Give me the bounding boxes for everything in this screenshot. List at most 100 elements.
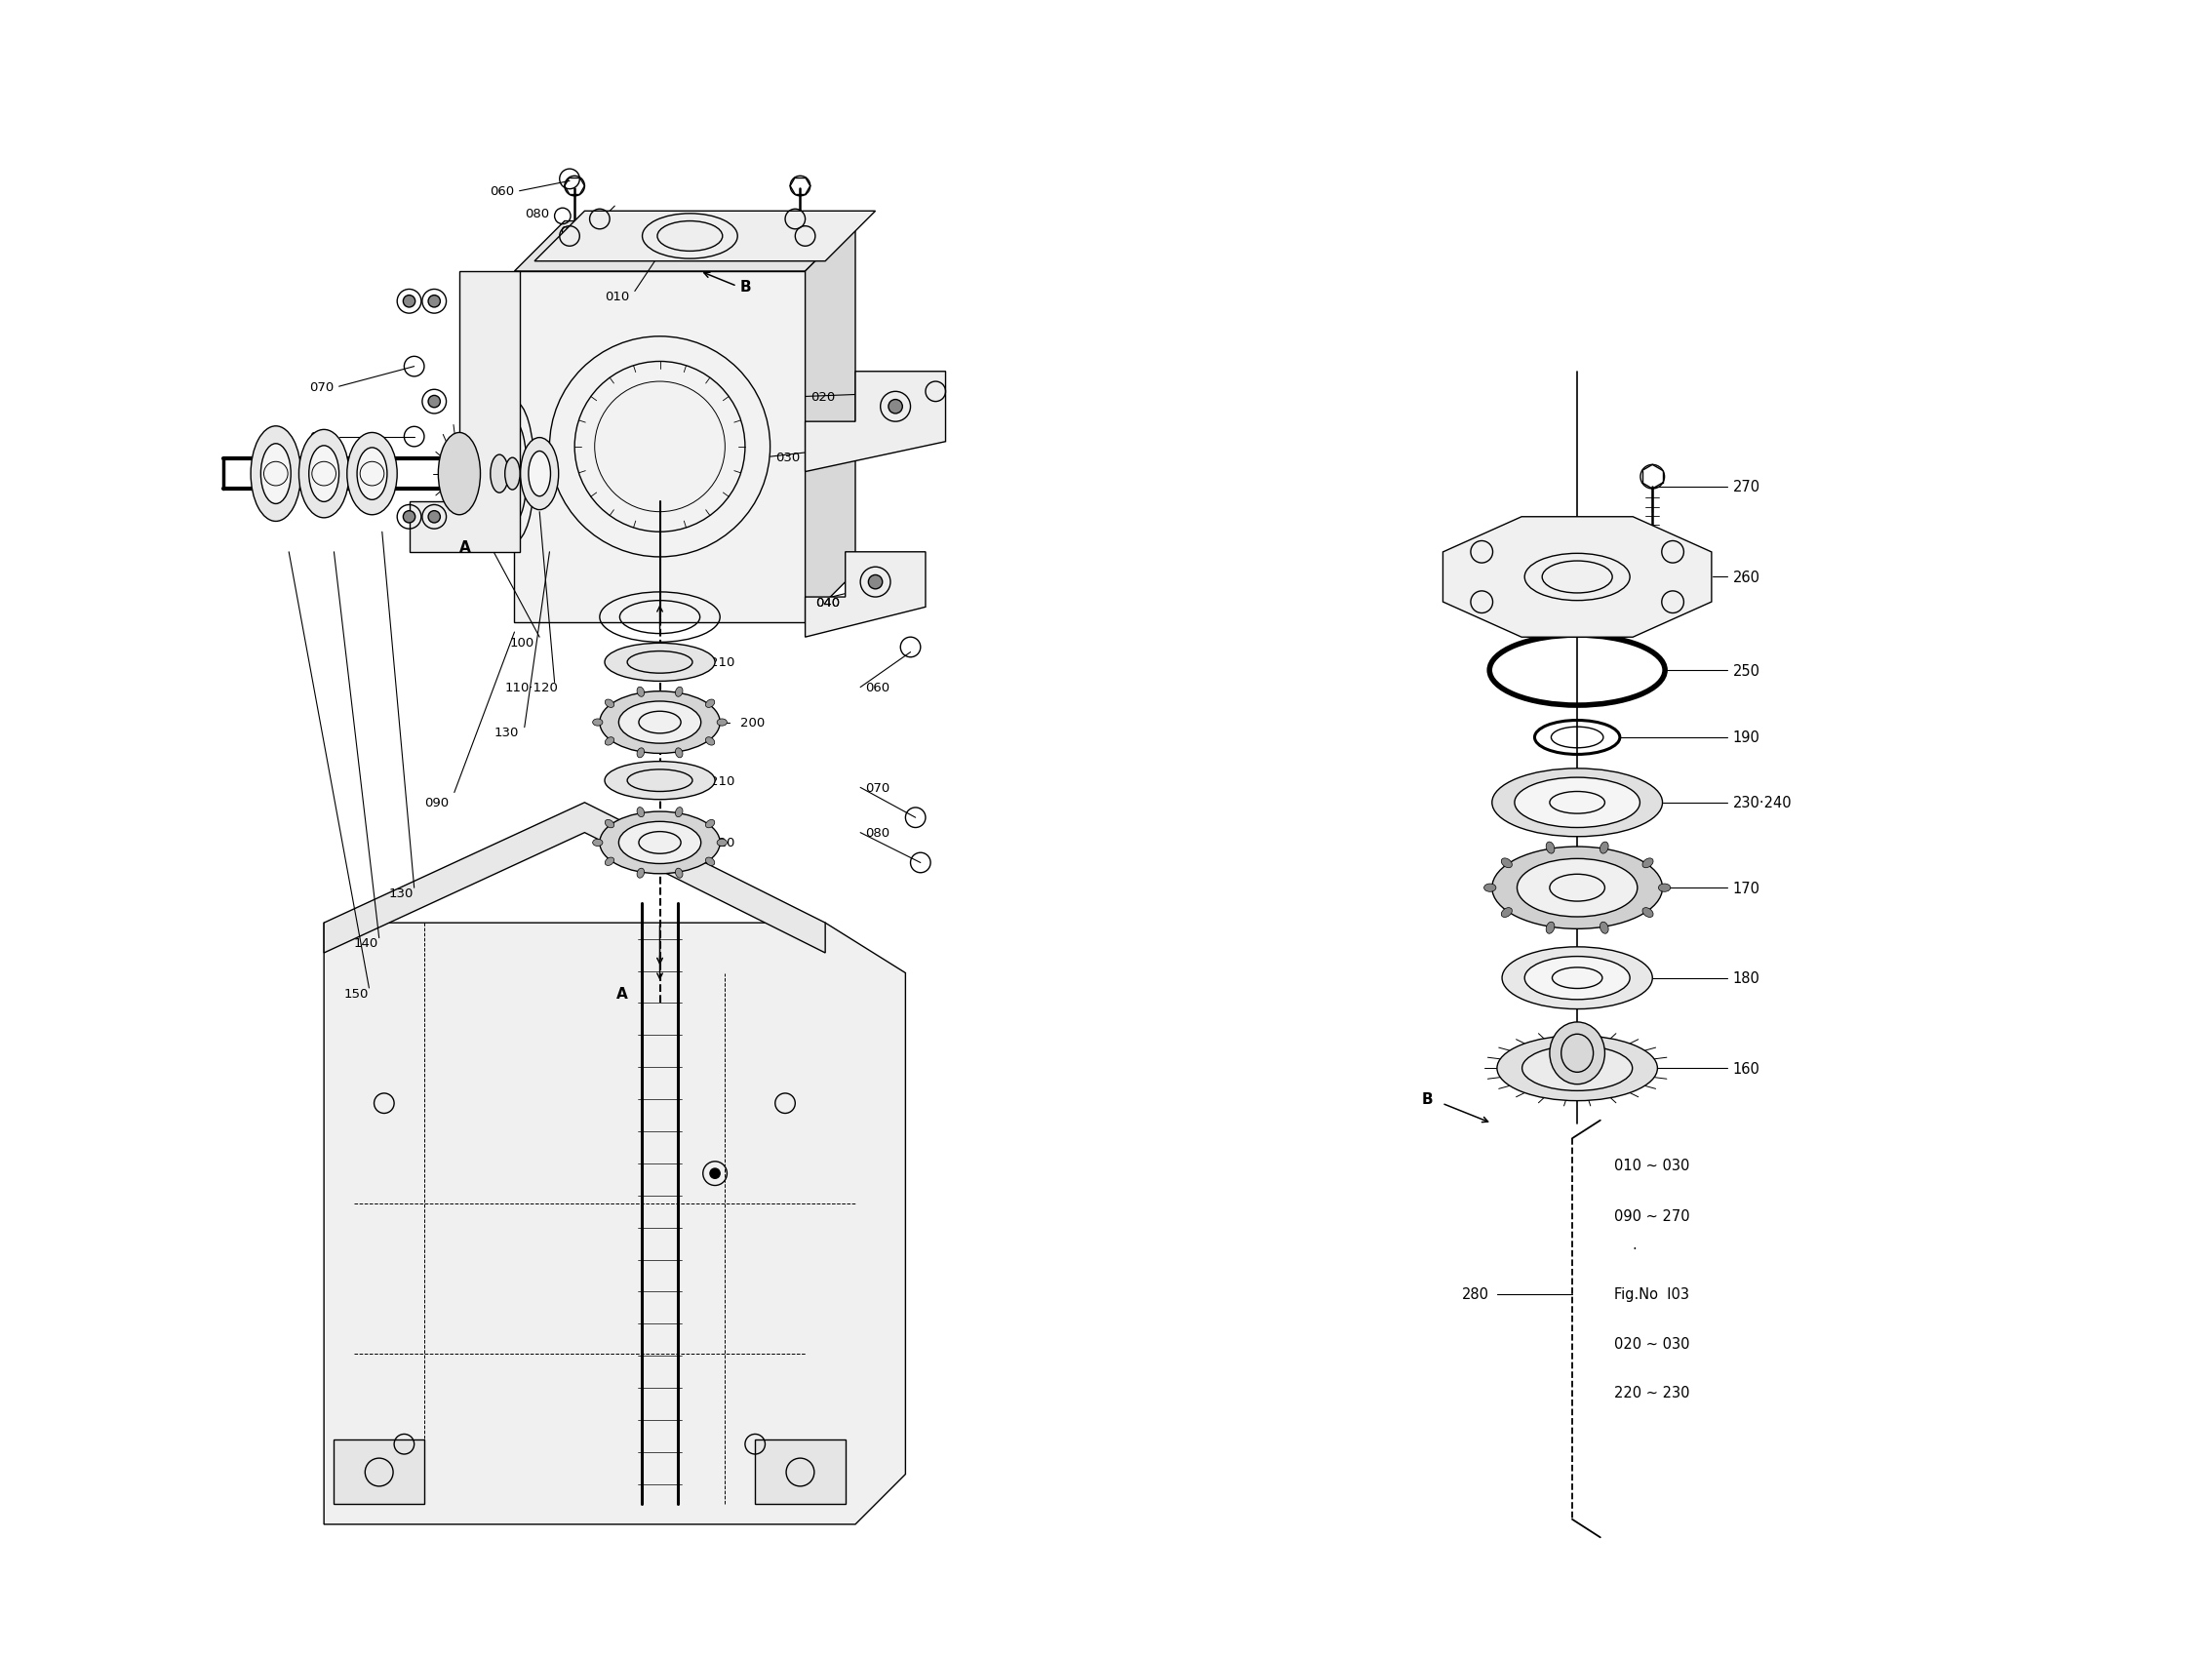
- Ellipse shape: [438, 434, 480, 515]
- Ellipse shape: [1515, 778, 1639, 828]
- Text: 020 ~ 030: 020 ~ 030: [1615, 1336, 1690, 1351]
- Ellipse shape: [606, 858, 615, 866]
- Ellipse shape: [606, 820, 615, 828]
- Text: 190: 190: [1732, 730, 1761, 745]
- Ellipse shape: [1502, 907, 1513, 917]
- Polygon shape: [535, 212, 876, 262]
- Text: 080: 080: [524, 207, 549, 220]
- Text: 060: 060: [865, 681, 889, 694]
- Text: 260: 260: [1732, 570, 1761, 585]
- Ellipse shape: [717, 719, 728, 727]
- Polygon shape: [754, 1439, 845, 1504]
- Ellipse shape: [1551, 1022, 1606, 1085]
- Text: 160: 160: [1732, 1061, 1761, 1076]
- Text: 030: 030: [774, 450, 801, 464]
- Polygon shape: [805, 553, 925, 638]
- Text: Fig.No  I03: Fig.No I03: [1615, 1287, 1690, 1302]
- Ellipse shape: [1493, 768, 1663, 836]
- Ellipse shape: [675, 808, 684, 818]
- Text: 090: 090: [425, 797, 449, 810]
- Circle shape: [869, 576, 883, 590]
- Ellipse shape: [593, 719, 602, 727]
- Polygon shape: [334, 1439, 425, 1504]
- Ellipse shape: [356, 449, 387, 500]
- Ellipse shape: [706, 820, 714, 828]
- Ellipse shape: [1546, 843, 1555, 854]
- Ellipse shape: [1524, 957, 1630, 1000]
- Text: 140: 140: [354, 937, 378, 949]
- Text: A: A: [460, 540, 471, 555]
- Ellipse shape: [1599, 922, 1608, 934]
- Ellipse shape: [675, 687, 684, 697]
- Circle shape: [429, 396, 440, 407]
- Text: 230·240: 230·240: [1732, 795, 1792, 810]
- Text: 050: 050: [560, 225, 584, 238]
- Text: 110·120: 110·120: [504, 681, 557, 694]
- Text: 180: 180: [1732, 970, 1761, 985]
- Circle shape: [403, 296, 416, 308]
- Polygon shape: [323, 803, 825, 954]
- Ellipse shape: [675, 869, 684, 878]
- Text: 070: 070: [865, 782, 889, 795]
- Ellipse shape: [504, 459, 520, 490]
- Ellipse shape: [619, 821, 701, 864]
- Ellipse shape: [604, 644, 714, 682]
- Ellipse shape: [310, 445, 338, 502]
- Text: 220 ~ 230: 220 ~ 230: [1615, 1384, 1690, 1399]
- Ellipse shape: [593, 840, 602, 846]
- Ellipse shape: [491, 455, 509, 493]
- Ellipse shape: [261, 444, 290, 505]
- Text: 250: 250: [1732, 664, 1761, 677]
- Ellipse shape: [1659, 884, 1670, 893]
- Ellipse shape: [1546, 922, 1555, 934]
- Ellipse shape: [599, 692, 719, 753]
- Ellipse shape: [706, 737, 714, 745]
- Ellipse shape: [1517, 859, 1637, 917]
- Polygon shape: [409, 272, 520, 553]
- Ellipse shape: [1498, 1037, 1657, 1101]
- Ellipse shape: [717, 840, 728, 846]
- Ellipse shape: [619, 702, 701, 744]
- Ellipse shape: [637, 687, 644, 697]
- Text: 210: 210: [710, 656, 734, 669]
- Text: 060: 060: [489, 185, 513, 199]
- Ellipse shape: [606, 700, 615, 709]
- Ellipse shape: [675, 749, 684, 758]
- Text: 270: 270: [1732, 480, 1761, 495]
- Circle shape: [429, 512, 440, 523]
- Polygon shape: [323, 922, 905, 1525]
- Text: ·: ·: [1632, 1242, 1637, 1257]
- Text: 210: 210: [710, 775, 734, 787]
- Polygon shape: [515, 272, 805, 623]
- Ellipse shape: [1641, 907, 1652, 917]
- Ellipse shape: [347, 434, 398, 515]
- Ellipse shape: [1522, 1047, 1632, 1091]
- Text: 020: 020: [810, 391, 834, 404]
- Ellipse shape: [529, 452, 551, 497]
- Polygon shape: [1442, 517, 1712, 638]
- Text: A: A: [617, 985, 628, 1000]
- Ellipse shape: [250, 427, 301, 522]
- Text: 070: 070: [310, 381, 334, 394]
- Ellipse shape: [706, 700, 714, 709]
- Ellipse shape: [1493, 846, 1663, 929]
- Ellipse shape: [599, 811, 719, 874]
- Text: 080: 080: [310, 431, 334, 444]
- Text: 100: 100: [509, 636, 533, 649]
- Text: 170: 170: [1732, 881, 1761, 896]
- Ellipse shape: [637, 808, 644, 818]
- Circle shape: [429, 296, 440, 308]
- Circle shape: [403, 512, 416, 523]
- Text: 200: 200: [741, 717, 765, 729]
- Text: B: B: [1422, 1091, 1433, 1106]
- Ellipse shape: [1641, 858, 1652, 868]
- Text: 010: 010: [604, 290, 628, 303]
- Polygon shape: [805, 373, 945, 472]
- Text: 130: 130: [389, 888, 414, 899]
- Text: B: B: [741, 280, 752, 295]
- Polygon shape: [805, 222, 856, 623]
- Ellipse shape: [604, 762, 714, 800]
- Ellipse shape: [637, 749, 644, 758]
- Ellipse shape: [1502, 947, 1652, 1010]
- Circle shape: [889, 401, 902, 414]
